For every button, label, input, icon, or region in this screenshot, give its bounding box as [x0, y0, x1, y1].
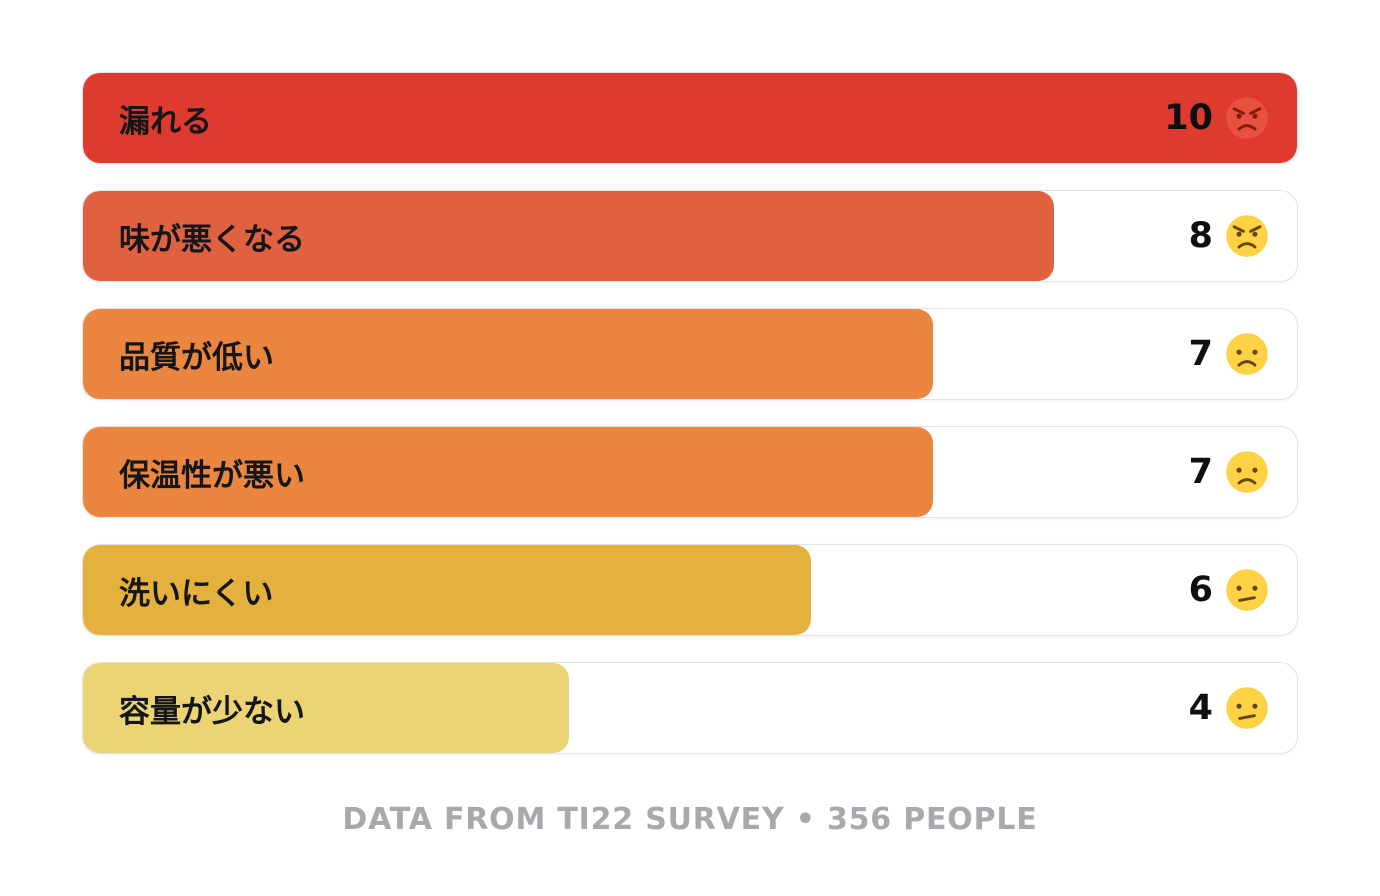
bar-row: 容量が少ない 4 — [82, 662, 1298, 754]
bar: 保温性が悪い — [83, 427, 933, 517]
bar-chart: 漏れる 10 味が悪くなる 8 品質が低い 7 保温性が悪い 7 洗いにくい 6 容量が少ない 4 — [82, 72, 1298, 780]
chart-footer: DATA FROM TI22 SURVEY • 356 PEOPLE — [342, 802, 1038, 837]
bar-row: 洗いにくい 6 — [82, 544, 1298, 636]
value-group: 6 — [1189, 545, 1269, 635]
bar-row: 味が悪くなる 8 — [82, 190, 1298, 282]
bar: 洗いにくい — [83, 545, 812, 635]
bar-value: 7 — [1188, 334, 1213, 374]
frowning-face-icon — [1225, 332, 1269, 376]
bar-value: 7 — [1188, 452, 1213, 492]
value-group: 4 — [1189, 663, 1269, 753]
bar-value: 6 — [1188, 570, 1213, 610]
bar: 味が悪くなる — [83, 191, 1055, 281]
bar: 容量が少ない — [83, 663, 569, 753]
confused-face-icon — [1225, 568, 1269, 612]
bar-label: 品質が低い — [119, 339, 274, 376]
bar-value: 8 — [1188, 216, 1213, 256]
pouting-face-icon — [1225, 96, 1269, 140]
bar-value: 4 — [1188, 688, 1213, 728]
bar-label: 容量が少ない — [119, 693, 305, 730]
bar-row: 品質が低い 7 — [82, 308, 1298, 400]
angry-face-icon — [1225, 214, 1269, 258]
frowning-face-icon — [1225, 450, 1269, 494]
bar-row: 保温性が悪い 7 — [82, 426, 1298, 518]
bar-label: 洗いにくい — [119, 575, 274, 612]
bar-label: 保温性が悪い — [119, 457, 305, 494]
bar-label: 味が悪くなる — [119, 221, 305, 258]
bar-label: 漏れる — [119, 103, 212, 140]
bar: 品質が低い — [83, 309, 933, 399]
bar-value: 10 — [1164, 98, 1213, 138]
bar: 漏れる — [83, 73, 1297, 163]
value-group: 8 — [1189, 191, 1269, 281]
bar-row: 漏れる 10 — [82, 72, 1298, 164]
value-group: 7 — [1189, 309, 1269, 399]
confused-face-icon — [1225, 686, 1269, 730]
value-group: 7 — [1189, 427, 1269, 517]
value-group: 10 — [1164, 73, 1269, 163]
